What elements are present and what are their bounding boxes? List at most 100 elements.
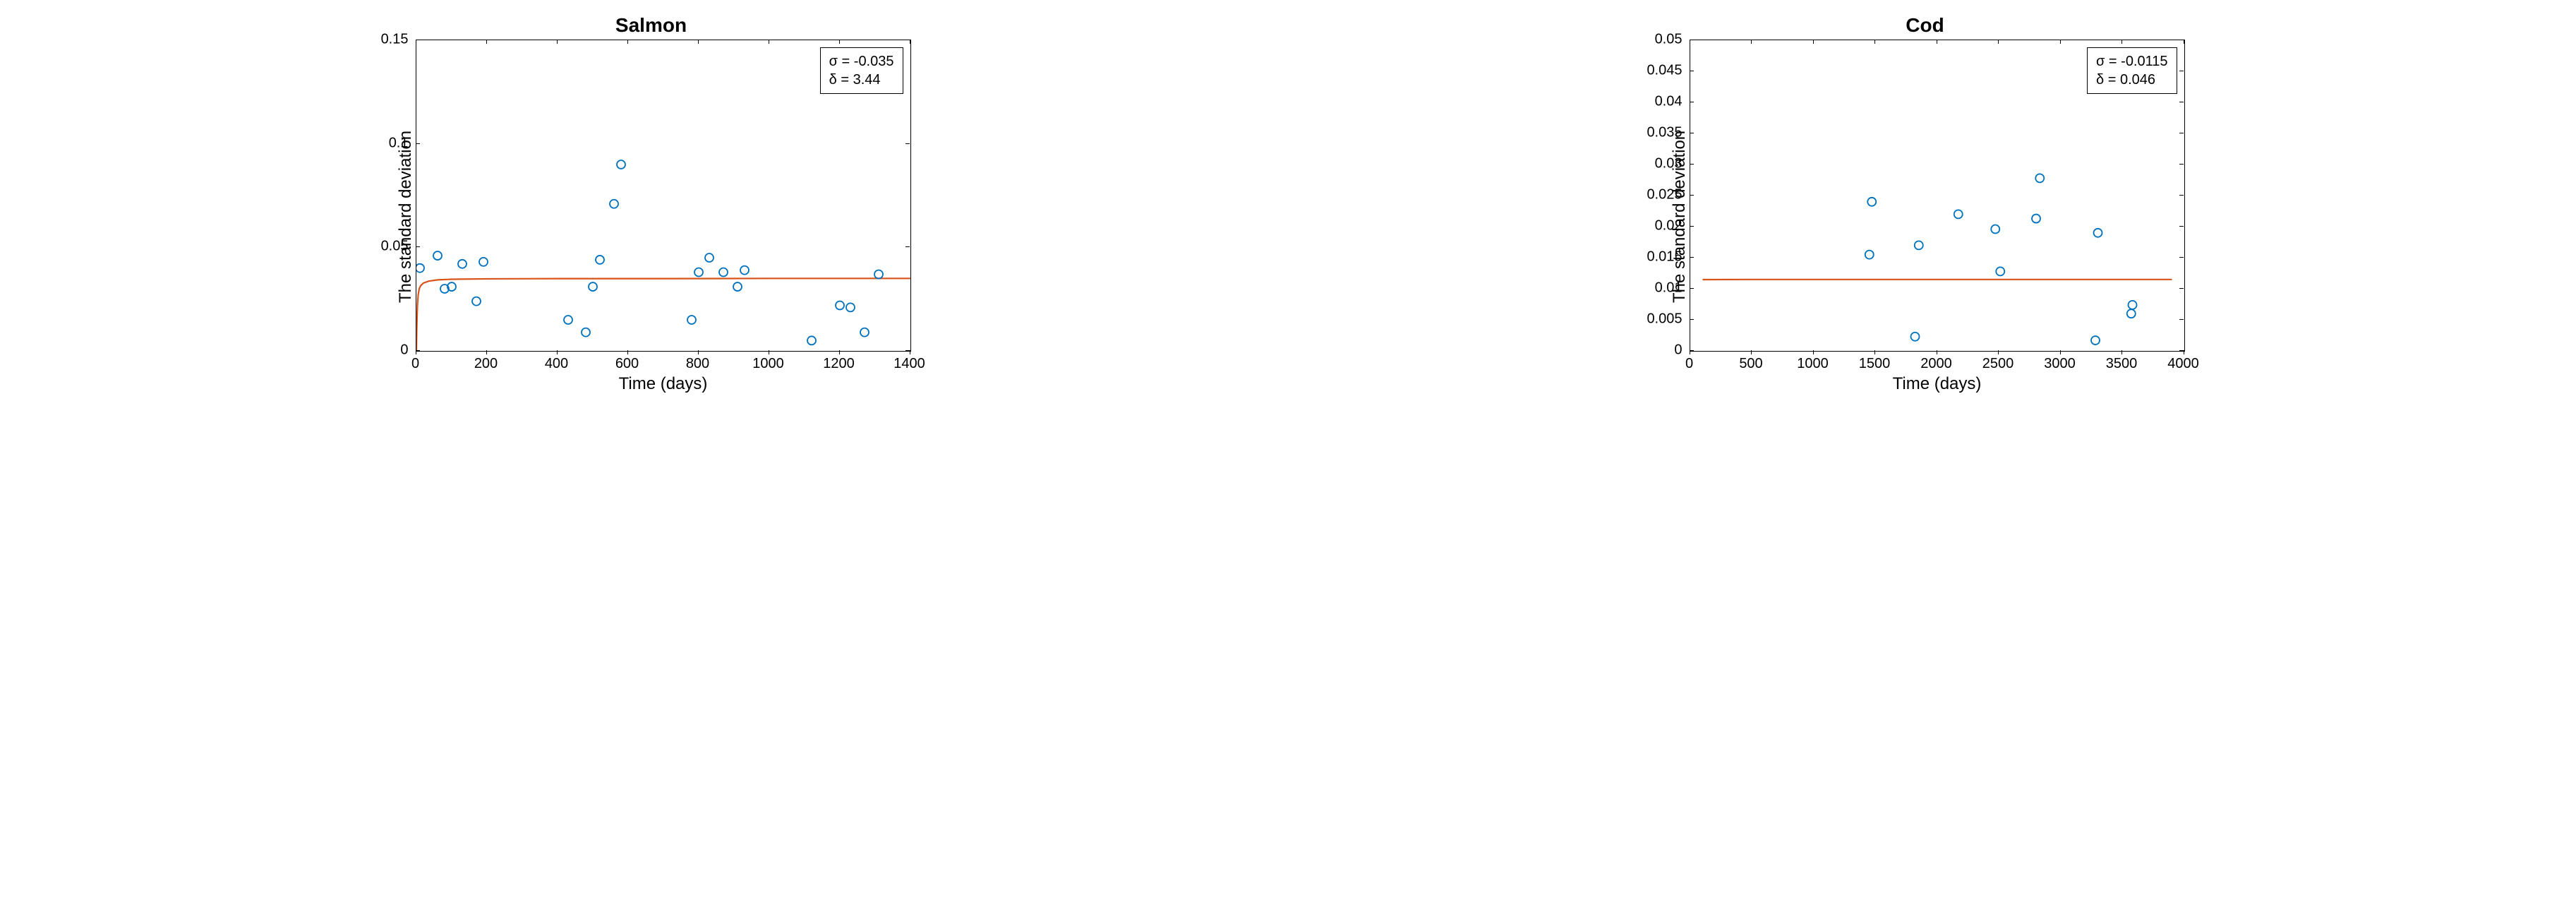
x-tick-mark [1998, 350, 1999, 354]
x-tick-label: 3000 [2044, 356, 2076, 372]
data-point [740, 266, 749, 275]
y-tick-mark [2179, 319, 2184, 320]
y-tick-mark [1690, 195, 1694, 196]
y-tick-mark [2179, 195, 2184, 196]
data-point [2091, 336, 2100, 345]
chart-title: Salmon [392, 14, 911, 37]
legend-sigma: σ = -0.0115 [2096, 52, 2167, 71]
data-point [589, 282, 597, 291]
y-tick-mark [1690, 288, 1694, 289]
y-tick-mark [905, 350, 910, 351]
data-point [1867, 198, 1876, 206]
y-tick-mark [2179, 226, 2184, 227]
x-axis-label: Time (days) [416, 374, 911, 394]
y-tick-mark [1690, 350, 1694, 351]
x-tick-mark [1874, 40, 1875, 44]
legend-box: σ = -0.0115δ = 0.046 [2087, 47, 2177, 94]
fit-curve [416, 278, 910, 351]
x-tick-mark [2060, 350, 2061, 354]
x-tick-mark [698, 40, 699, 44]
salmon-chart: Salmon The standard deviation σ = -0.035… [392, 14, 911, 394]
plot-area: σ = -0.035δ = 3.44 [416, 40, 911, 352]
y-tick-mark [416, 350, 420, 351]
x-tick-mark [486, 350, 487, 354]
legend-box: σ = -0.035δ = 3.44 [820, 47, 903, 94]
y-tick-label: 0.035 [1647, 125, 1682, 141]
y-tick-label: 0.1 [389, 135, 409, 151]
data-point [860, 328, 869, 337]
data-point [2035, 174, 2044, 182]
data-point [687, 316, 696, 324]
data-point [807, 336, 816, 345]
x-tick-label: 1400 [893, 356, 925, 372]
data-point [2093, 229, 2102, 237]
data-point [1954, 210, 1962, 218]
y-tick-mark [2179, 350, 2184, 351]
x-tick-mark [486, 40, 487, 44]
y-tick-label: 0.045 [1647, 63, 1682, 79]
chart-title: Cod [1666, 14, 2185, 37]
x-tick-mark [698, 350, 699, 354]
y-tick-label: 0.15 [381, 32, 409, 48]
data-point [705, 253, 714, 262]
cod-chart: Cod The standard deviation σ = -0.0115δ … [1666, 14, 2185, 394]
data-point [1910, 333, 1919, 341]
y-tick-mark [1690, 226, 1694, 227]
y-tick-mark [2179, 164, 2184, 165]
data-point [733, 282, 742, 291]
x-axis-label: Time (days) [1690, 374, 2185, 394]
legend-sigma: σ = -0.035 [829, 52, 894, 71]
x-tick-mark [1813, 40, 1814, 44]
data-point [582, 328, 590, 337]
y-tick-label: 0.02 [1655, 218, 1683, 234]
x-tick-label: 4000 [2167, 356, 2199, 372]
y-tick-mark [2179, 288, 2184, 289]
x-tick-mark [839, 40, 840, 44]
x-tick-label: 1000 [1797, 356, 1829, 372]
y-tick-label: 0.03 [1655, 156, 1683, 172]
legend-delta: δ = 0.046 [2096, 71, 2167, 89]
x-tick-label: 0 [411, 356, 419, 372]
y-tick-mark [1690, 319, 1694, 320]
data-point [433, 251, 442, 260]
y-tick-mark [416, 143, 420, 144]
x-tick-label: 2000 [1920, 356, 1952, 372]
x-tick-mark [2121, 350, 2122, 354]
y-tick-mark [1690, 164, 1694, 165]
x-tick-mark [1813, 350, 1814, 354]
data-point [479, 258, 488, 266]
data-point [458, 260, 467, 268]
y-axis-label: The standard deviation [1666, 40, 1690, 394]
x-tick-mark [839, 350, 840, 354]
data-point [694, 268, 703, 277]
data-point [846, 303, 855, 311]
data-point [617, 160, 625, 169]
data-point [596, 256, 604, 264]
plot-wrapper: The standard deviation σ = -0.0115δ = 0.… [1666, 40, 2185, 394]
x-tick-label: 2500 [1982, 356, 2014, 372]
x-tick-label: 1500 [1859, 356, 1891, 372]
plot-area: σ = -0.0115δ = 0.046 [1690, 40, 2185, 352]
x-tick-label: 500 [1739, 356, 1762, 372]
data-point [1996, 267, 2004, 275]
x-tick-mark [1874, 350, 1875, 354]
y-tick-mark [2179, 257, 2184, 258]
y-tick-label: 0.025 [1647, 187, 1682, 203]
y-tick-mark [1690, 257, 1694, 258]
x-tick-mark [2121, 40, 2122, 44]
x-tick-label: 600 [615, 356, 639, 372]
x-tick-mark [557, 350, 558, 354]
x-tick-label: 400 [545, 356, 568, 372]
data-point [1865, 251, 1873, 259]
y-tick-label: 0 [1674, 342, 1682, 359]
plot-wrapper: The standard deviation σ = -0.035δ = 3.4… [392, 40, 911, 394]
x-tick-mark [627, 350, 628, 354]
data-point [416, 264, 424, 273]
y-axis-label: The standard deviation [392, 40, 416, 394]
y-tick-label: 0.01 [1655, 280, 1683, 297]
x-tick-label: 200 [474, 356, 498, 372]
x-tick-mark [1998, 40, 1999, 44]
legend-delta: δ = 3.44 [829, 71, 894, 89]
data-point [472, 297, 481, 306]
data-point [2126, 309, 2135, 318]
